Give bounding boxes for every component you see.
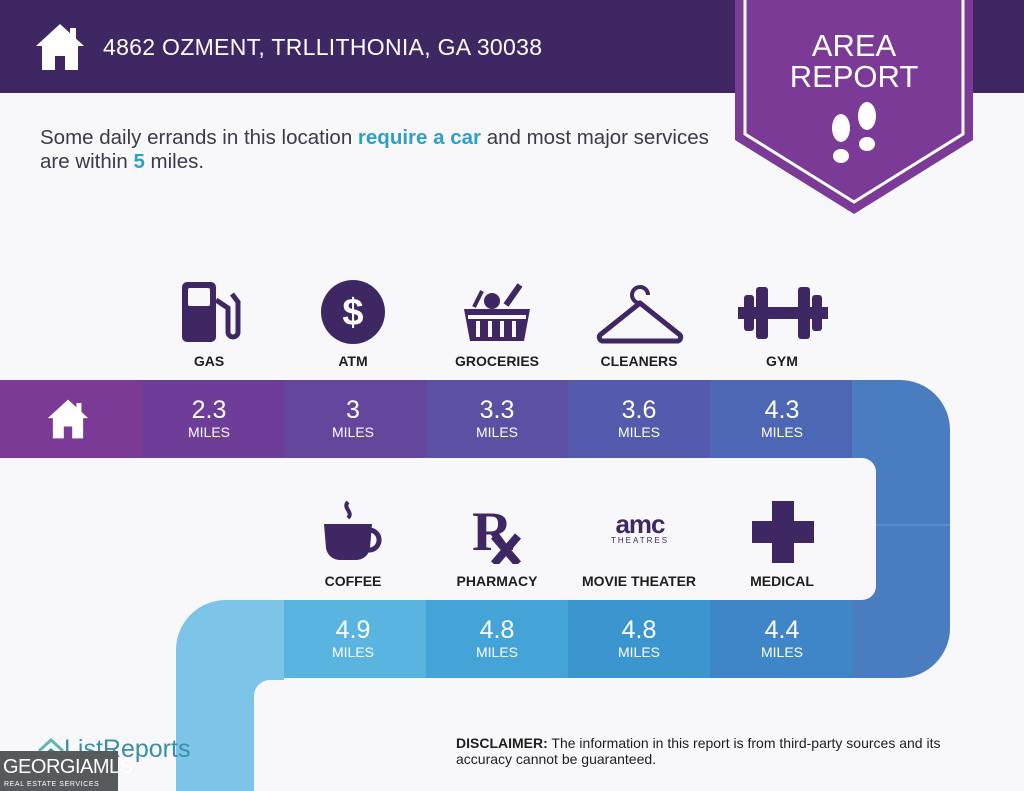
distance-unit: MILES [331,644,374,660]
mls-logo-subtext: REAL ESTATE SERVICES [4,781,100,788]
distance-unit: MILES [331,424,374,440]
amc-logo-text: amc [615,509,665,539]
distance-gas: 2.3 MILES [138,396,280,440]
grocery-basket-icon [464,283,530,341]
dollar-icon: $ [321,280,385,344]
service-label-gym: GYM [766,353,798,369]
distance-unit: MILES [760,644,803,660]
distance-value: 4.8 [621,616,657,644]
amc-logo-icon: amc THEATRES [596,509,684,546]
service-label-pharmacy: PHARMACY [456,573,538,589]
intro-part2: and most major services are within [40,126,709,173]
area-report-badge [735,0,973,214]
badge-line2: REPORT [789,59,919,94]
disclaimer-label: DISCLAIMER: [456,735,548,751]
intro-part1: Some daily errands in this location [40,126,358,149]
service-label-gas: GAS [193,353,225,369]
intro-highlight-car: require a car [357,126,481,149]
home-icon [47,399,89,439]
gas-pump-icon [182,282,241,342]
hanger-icon [596,285,684,344]
medical-cross-icon [752,501,814,563]
route-band [0,380,950,791]
service-label-medical: MEDICAL [750,573,814,589]
distance-movie-theater: 4.8 MILES [568,616,710,660]
distance-value: 4.9 [335,616,371,644]
distance-value: 3.6 [621,396,657,424]
distance-cleaners: 3.6 MILES [568,396,710,440]
distance-unit: MILES [760,424,803,440]
distance-atm: 3 MILES [282,396,424,440]
georgia-mls-logo: GEORGIAMLS REAL ESTATE SERVICES [0,751,133,791]
home-icon [36,24,84,70]
service-label-cleaners: CLEANERS [600,353,678,369]
service-label-coffee: COFFEE [324,573,382,589]
service-label-movie-theater: MOVIE THEATER [581,573,697,589]
distance-unit: MILES [475,424,518,440]
distance-value: 4.3 [764,396,800,424]
service-label-atm: ATM [338,353,368,369]
rx-icon: R [472,502,522,564]
distance-unit: MILES [617,424,660,440]
distance-value: 4.8 [479,616,515,644]
footprints-icon [832,102,876,163]
distance-coffee: 4.9 MILES [282,616,424,660]
property-address: 4862 OZMENT, TRLLITHONIA, GA 30038 [103,34,543,60]
badge-title: AREA REPORT [733,30,975,92]
distance-pharmacy: 4.8 MILES [426,616,568,660]
distance-value: 3.3 [479,396,515,424]
intro-text: Some daily errands in this location requ… [40,126,740,174]
distance-unit: MILES [187,424,230,440]
distance-unit: MILES [475,644,518,660]
distance-value: 4.4 [764,616,800,644]
distance-value: 2.3 [191,396,227,424]
service-label-groceries: GROCERIES [454,353,539,369]
distance-gym: 4.3 MILES [711,396,853,440]
mls-logo-text: GEORGIAMLS [3,756,133,778]
distance-unit: MILES [617,644,660,660]
disclaimer-text: DISCLAIMER: The information in this repo… [456,735,996,767]
disclaimer-body: The information in this report is from t… [456,735,941,767]
coffee-cup-icon [324,500,382,561]
dumbbell-icon [738,287,828,339]
svg-text:$: $ [342,292,363,334]
badge-line1: AREA [811,28,897,63]
intro-part3: miles. [144,150,205,173]
distance-value: 3 [346,396,360,424]
amc-logo-subtext: THEATRES [610,536,670,545]
distance-medical: 4.4 MILES [711,616,853,660]
distance-groceries: 3.3 MILES [426,396,568,440]
intro-highlight-miles: 5 [133,150,145,173]
